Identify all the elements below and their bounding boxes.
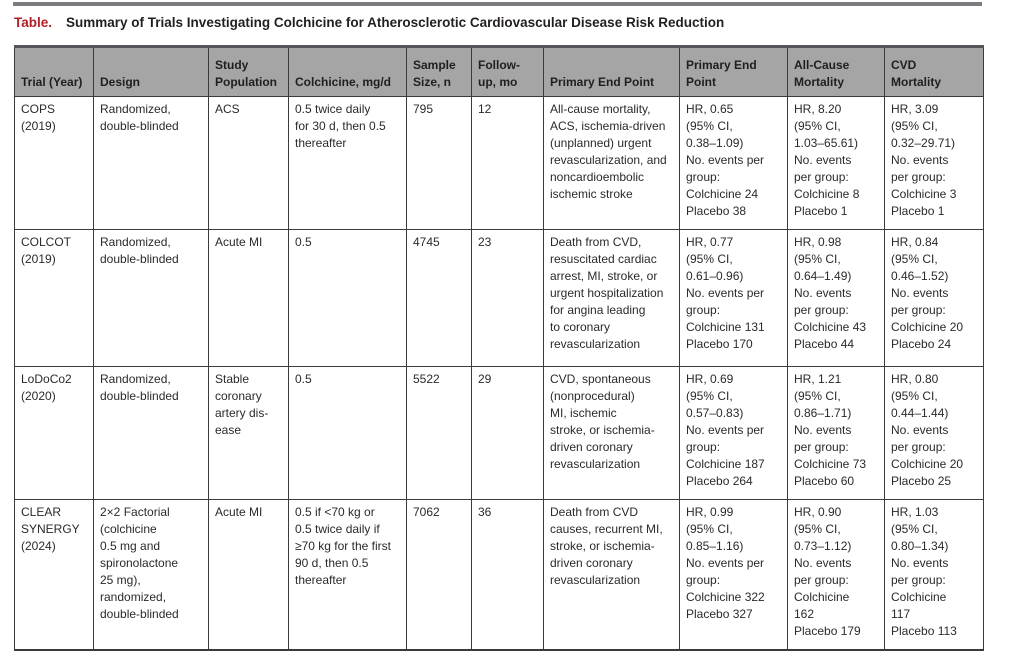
cell-primary-endpoint: Death from CVD causes, recurrent MI, str… [543,499,680,651]
cell-primary-endpoint-result: HR, 0.65 (95% CI, 0.38–1.09) No. events … [679,96,788,230]
cell-primary-endpoint-result: HR, 0.77 (95% CI, 0.61–0.96) No. events … [679,229,788,367]
cell-cvd-mortality: HR, 0.80 (95% CI, 0.44–1.44) No. events … [884,366,984,500]
row-clear-synergy: CLEAR SYNERGY (2024) 2×2 Factorial (colc… [14,499,984,651]
cell-primary-endpoint: Death from CVD, resuscitated cardiac arr… [543,229,680,367]
header-colchicine-dose: Colchicine, mg/d [288,45,407,97]
header-design: Design [93,45,209,97]
cell-follow-up: 23 [471,229,544,367]
header-primary-end-point-result: Primary End Point [679,45,788,97]
header-sample-size: Sample Size, n [406,45,472,97]
row-cops: COPS (2019) Randomized, double-blinded A… [14,96,984,230]
cell-all-cause-mortality: HR, 1.21 (95% CI, 0.86–1.71) No. events … [787,366,885,500]
cell-dose: 0.5 [288,366,407,500]
cell-dose: 0.5 [288,229,407,367]
cell-sample-size: 795 [406,96,472,230]
row-lodoco2: LoDoCo2 (2020) Randomized, double-blinde… [14,366,984,500]
cell-design: Randomized, double-blinded [93,96,209,230]
cell-cvd-mortality: HR, 1.03 (95% CI, 0.80–1.34) No. events … [884,499,984,651]
cell-all-cause-mortality: HR, 0.90 (95% CI, 0.73–1.12) No. events … [787,499,885,651]
cell-cvd-mortality: HR, 3.09 (95% CI, 0.32–29.71) No. events… [884,96,984,230]
cell-population: Stable coronary artery dis- ease [208,366,289,500]
header-row: Trial (Year) Design Study Population Col… [14,45,984,97]
cell-population: ACS [208,96,289,230]
cell-follow-up: 29 [471,366,544,500]
cell-follow-up: 12 [471,96,544,230]
table-caption-label: Table. [14,15,53,30]
row-colcot: COLCOT (2019) Randomized, double-blinded… [14,229,984,367]
header-study-population: Study Population [208,45,289,97]
cell-trial: COPS (2019) [14,96,94,230]
table-caption: Table. Summary of Trials Investigating Co… [14,14,994,32]
cell-trial: LoDoCo2 (2020) [14,366,94,500]
cell-primary-endpoint-result: HR, 0.69 (95% CI, 0.57–0.83) No. events … [679,366,788,500]
cell-dose: 0.5 if <70 kg or 0.5 twice daily if ≥70 … [288,499,407,651]
cell-population: Acute MI [208,499,289,651]
header-cvd-mortality: CVD Mortality [884,45,984,97]
cell-trial: COLCOT (2019) [14,229,94,367]
header-follow-up: Follow- up, mo [471,45,544,97]
cell-all-cause-mortality: HR, 8.20 (95% CI, 1.03–65.61) No. events… [787,96,885,230]
trials-summary-table: Trial (Year) Design Study Population Col… [14,45,984,651]
header-all-cause-mortality: All-Cause Mortality [787,45,885,97]
cell-all-cause-mortality: HR, 0.98 (95% CI, 0.64–1.49) No. events … [787,229,885,367]
cell-sample-size: 5522 [406,366,472,500]
cell-primary-endpoint: CVD, spontaneous (nonprocedural) MI, isc… [543,366,680,500]
cell-design: Randomized, double-blinded [93,229,209,367]
cell-sample-size: 7062 [406,499,472,651]
cell-follow-up: 36 [471,499,544,651]
cell-trial: CLEAR SYNERGY (2024) [14,499,94,651]
cell-dose: 0.5 twice daily for 30 d, then 0.5 there… [288,96,407,230]
cell-cvd-mortality: HR, 0.84 (95% CI, 0.46–1.52) No. events … [884,229,984,367]
cell-design: Randomized, double-blinded [93,366,209,500]
header-primary-end-point: Primary End Point [543,45,680,97]
cell-primary-endpoint: All-cause mortality, ACS, ischemia-drive… [543,96,680,230]
header-trial-year: Trial (Year) [14,45,94,97]
table-caption-title: Summary of Trials Investigating Colchici… [66,15,725,30]
top-divider-rule [13,2,982,6]
cell-population: Acute MI [208,229,289,367]
cell-design: 2×2 Factorial (colchicine 0.5 mg and spi… [93,499,209,651]
cell-sample-size: 4745 [406,229,472,367]
cell-primary-endpoint-result: HR, 0.99 (95% CI, 0.85–1.16) No. events … [679,499,788,651]
